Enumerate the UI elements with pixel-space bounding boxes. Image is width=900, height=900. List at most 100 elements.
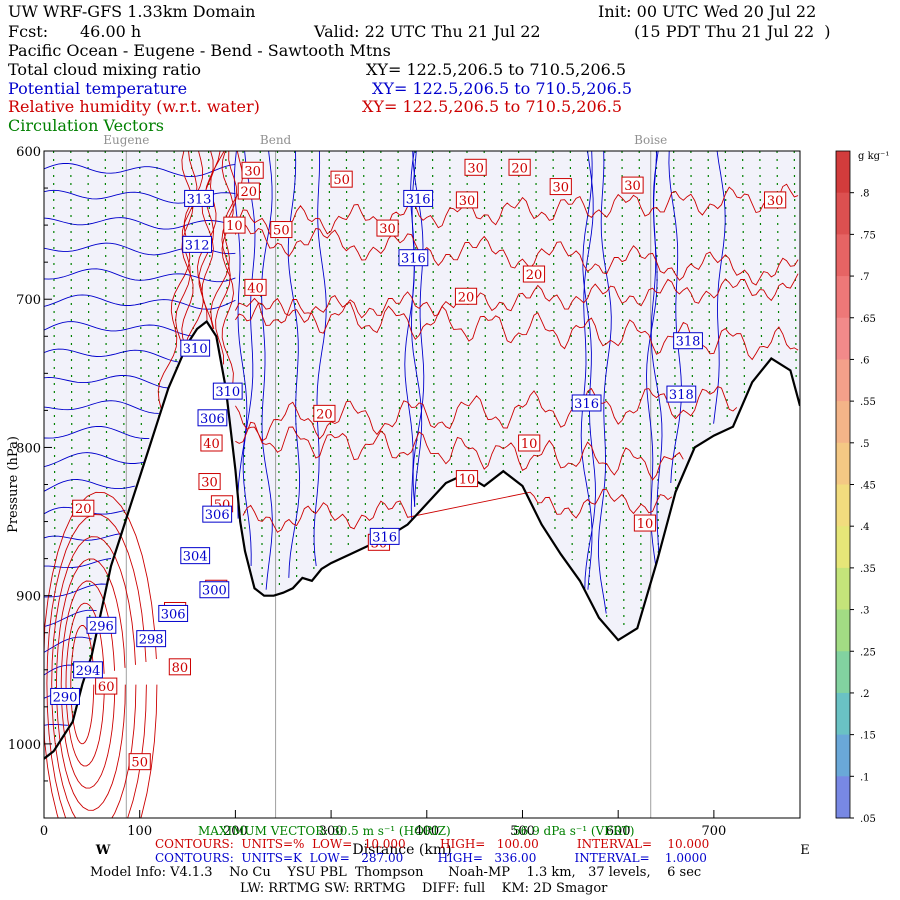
x-tick-label-5: 500 (510, 824, 535, 839)
theta-label-text: 306 (161, 607, 186, 622)
colorbar-label-3: .65 (860, 314, 876, 325)
rh-label-13: 20 (522, 265, 546, 283)
rh-label-23: 20 (72, 499, 95, 517)
colorbar-label-4: .6 (860, 355, 870, 366)
x-tick-label-4: 400 (414, 824, 439, 839)
theta-label-14: 298 (136, 630, 167, 648)
x-tick-label-1: 100 (127, 824, 152, 839)
theta-label-text: 290 (53, 690, 78, 705)
legend-rh-label: Relative humidity (w.r.t. water) (8, 97, 260, 116)
colorbar-label-9: .35 (860, 564, 876, 575)
theta-label-10: 318 (673, 332, 703, 350)
y-tick-label-3: 900 (16, 590, 41, 605)
rh-label-text: 60 (98, 680, 115, 695)
theta-label-16: 294 (73, 661, 103, 679)
y-tick-label-2: 800 (16, 441, 41, 456)
rh-label-0: 30 (241, 161, 264, 179)
legend-rh-xy: XY= 122.5,206.5 to 710.5,206.5 (362, 97, 623, 116)
local-time: (15 PDT Thu 21 Jul 22 ) (634, 22, 831, 41)
theta-label-text: 306 (200, 412, 225, 427)
theta-label-text: 310 (183, 342, 208, 357)
theta-label-text: 316 (401, 252, 426, 267)
east-marker: E (800, 843, 810, 858)
theta-label-18: 300 (199, 581, 230, 599)
rh-label-text: 10 (637, 517, 654, 532)
colorbar-swatch-15 (836, 776, 850, 819)
colorbar-label-7: .45 (860, 481, 876, 492)
legend-wind-label: Circulation Vectors (8, 116, 164, 135)
theta-label-15: 296 (86, 616, 117, 634)
rh-label-10: 30 (549, 178, 572, 196)
theta-label-text: 316 (372, 530, 397, 545)
rh-label-text: 10 (226, 219, 243, 234)
rh-label-text: 10 (459, 473, 476, 488)
colorbar-label-14: .1 (860, 772, 870, 783)
rh-label-17: 10 (455, 470, 479, 488)
rh-label-28: 50 (128, 753, 151, 771)
valid-time: Valid: 22 UTC Thu 21 Jul 22 (314, 22, 541, 41)
rh-label-3: 50 (270, 221, 293, 239)
colorbar-swatch-5 (836, 359, 850, 402)
max-vector-vert-text: 56.9 dPa s⁻¹ (VERT) (513, 824, 635, 838)
colorbar-swatch-9 (836, 526, 850, 569)
theta-label-8: 316 (398, 249, 429, 267)
rh-label-text: 30 (379, 222, 396, 237)
rh-label-15: 20 (313, 404, 336, 422)
theta-label-text: 300 (202, 584, 227, 599)
y-tick-label-0: 600 (16, 145, 41, 160)
init-time: Init: 00 UTC Wed 20 Jul 22 (598, 2, 817, 21)
forecast-hour: 46.00 h (80, 22, 142, 41)
rh-label-27: 60 (95, 677, 118, 695)
theta-label-1: 312 (182, 235, 213, 253)
rh-label-text: 10 (521, 437, 538, 452)
theta-label-text: 298 (139, 633, 164, 648)
theta-label-2: 310 (180, 339, 211, 357)
theta-label-text: 294 (76, 664, 101, 679)
rh-label-text: 20 (316, 407, 333, 422)
wind-vectors (52, 151, 797, 744)
colorbar-swatch-0 (836, 151, 850, 194)
colorbar-swatch-13 (836, 692, 850, 736)
max-vector-text: MAXIMUM VECTOR: 30.5 m s⁻¹ (HORIZ) (198, 824, 451, 838)
theta-contour-info: CONTOURS: UNITS=K LOW= 287.00 HIGH= 336.… (155, 851, 707, 865)
rh-label-text: 20 (75, 502, 92, 517)
colorbar-swatch-2 (836, 234, 850, 277)
colorbar-swatch-12 (836, 651, 850, 694)
rh-label-text: 30 (767, 194, 784, 209)
west-marker: W (95, 843, 111, 858)
theta-label-text: 296 (89, 619, 114, 634)
model-info: Model Info: V4.1.3 No Cu YSU PBL Thompso… (90, 865, 702, 880)
rh-label-16: 10 (518, 434, 541, 452)
rh-label-text: 50 (131, 756, 148, 771)
colorbar-label-12: .2 (860, 689, 870, 700)
legend-cloud-xy: XY= 122.5,206.5 to 710.5,206.5 (366, 60, 627, 79)
colorbar-swatch-4 (836, 317, 850, 360)
theta-label-text: 306 (205, 508, 230, 523)
location-label-2: Boise (634, 133, 667, 147)
theta-label-9: 316 (571, 394, 602, 412)
colorbar-label-8: .4 (860, 522, 870, 533)
colorbar-label-11: .25 (860, 647, 876, 658)
rh-label-14: 20 (454, 287, 478, 305)
rh-label-text: 20 (458, 290, 475, 305)
rh-label-7: 30 (464, 158, 487, 176)
rh-label-19: 40 (200, 434, 223, 452)
transect-title: Pacific Ocean - Eugene - Bend - Sawtooth… (8, 41, 391, 60)
x-tick-label-2: 200 (223, 824, 248, 839)
model-title: UW WRF-GFS 1.33km Domain (8, 2, 256, 21)
rh-label-text: 30 (201, 476, 218, 491)
rh-label-text: 40 (247, 281, 264, 296)
rh-label-12: 30 (764, 191, 787, 209)
rh-label-text: 40 (203, 437, 220, 452)
rh-label-9: 20 (508, 158, 531, 176)
rh-label-6: 30 (376, 219, 399, 237)
y-axis-title: Pressure (hPa) (6, 436, 21, 533)
theta-label-12: 316 (369, 527, 400, 545)
colorbar-label-2: .7 (860, 272, 870, 283)
rh-contour-info: CONTOURS: UNITS=% LOW= 10.000 HIGH= 100.… (155, 837, 710, 851)
rh-label-text: 30 (467, 161, 484, 176)
colorbar-swatch-6 (836, 401, 850, 444)
location-label-1: Bend (260, 133, 292, 147)
theta-label-11: 318 (666, 385, 697, 403)
